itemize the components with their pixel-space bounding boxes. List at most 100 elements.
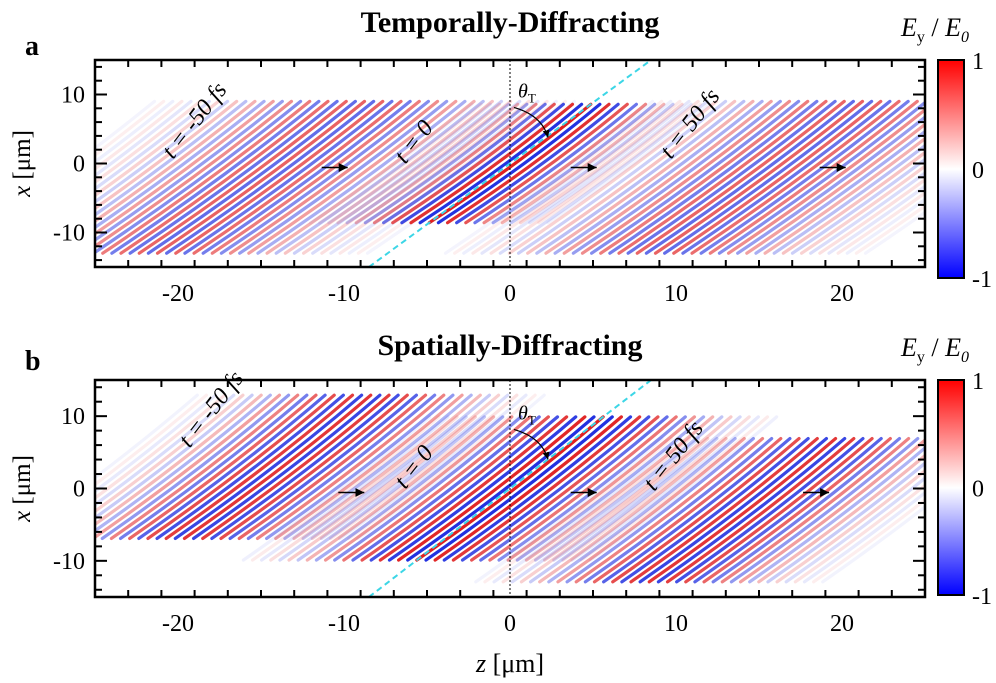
colorbar-tick-label: 0 (972, 158, 984, 184)
fringe (311, 99, 522, 255)
fringe (480, 99, 691, 255)
fringe (562, 99, 773, 255)
fringe (588, 415, 779, 562)
fringe (802, 490, 925, 584)
fringe (516, 99, 728, 255)
fringe (471, 99, 682, 255)
y-tick-label: -10 (53, 221, 85, 247)
pulse-0 (95, 99, 577, 255)
fringe (592, 436, 783, 584)
fringe (708, 99, 919, 255)
fringe (462, 99, 673, 255)
fringe (265, 393, 455, 541)
fringe (382, 102, 547, 225)
fringe (95, 99, 184, 171)
fringe (397, 415, 587, 562)
fringe (552, 415, 742, 562)
fringe (237, 393, 428, 541)
fringe (763, 136, 925, 255)
fringe (507, 99, 718, 255)
fringe (301, 393, 492, 541)
fringe (247, 99, 458, 255)
fringe (406, 415, 596, 562)
fringe (653, 99, 865, 255)
fringe (319, 393, 510, 541)
fringe (415, 415, 605, 562)
y-tick-label: 10 (61, 404, 85, 430)
fringe (192, 393, 382, 541)
panel-title: Spatially-Diffracting (378, 329, 643, 362)
fringe (323, 415, 514, 562)
x-tick-label: 10 (664, 281, 688, 307)
fringe (95, 99, 230, 204)
colorbar-title: Ey / E0 (900, 13, 969, 46)
fringe (338, 393, 528, 541)
fringe (501, 436, 692, 584)
fringe (409, 102, 575, 225)
fringe (95, 393, 227, 500)
fringe (95, 99, 239, 211)
fringe (442, 415, 633, 562)
fringe (283, 393, 473, 541)
fringe (553, 99, 764, 255)
fringe (137, 99, 348, 255)
fringe (192, 99, 403, 255)
fringe (292, 99, 504, 255)
field-map (95, 99, 925, 255)
colorbar-tick-label: 1 (972, 369, 984, 395)
fringe (460, 415, 651, 562)
x-axis-label: z [μm] (475, 649, 544, 678)
y-tick-label: 0 (73, 477, 85, 503)
fringe (635, 99, 846, 255)
angle-arc (513, 106, 550, 138)
fringe (274, 393, 464, 541)
fringe (748, 445, 925, 584)
fringe (681, 99, 892, 255)
fringe (570, 415, 760, 562)
fringe (95, 99, 248, 217)
y-tick-label: 0 (73, 152, 85, 178)
colorbar-tick-label: -1 (972, 267, 992, 293)
pulse-0 (95, 393, 546, 541)
field-map (95, 393, 925, 584)
fringe (784, 476, 925, 584)
colorbar-tick-label: 1 (972, 49, 984, 75)
fringe (314, 415, 505, 562)
fringe (433, 415, 623, 562)
fringe (543, 415, 733, 562)
fringe (418, 102, 584, 225)
fringe (109, 393, 300, 541)
fringe (675, 436, 865, 584)
fringe (766, 461, 925, 584)
fringe (793, 483, 925, 584)
fringe (470, 415, 660, 562)
fringe (255, 393, 446, 541)
fringe (95, 99, 257, 224)
fringe (515, 415, 706, 562)
pulse-1 (241, 415, 779, 562)
fringe (533, 415, 724, 562)
fringe (95, 99, 166, 158)
fringe (451, 415, 642, 562)
fringe (95, 393, 272, 533)
fringe (506, 415, 697, 562)
fringe (95, 393, 236, 507)
fringe (174, 99, 385, 255)
fringe (827, 184, 925, 255)
fringe (556, 436, 746, 584)
fringe (617, 99, 828, 255)
fringe (310, 393, 501, 541)
fringe (464, 102, 629, 225)
fringe (574, 436, 765, 584)
fringe (672, 99, 883, 255)
fringe (546, 102, 711, 225)
fringe (100, 393, 291, 541)
fringe (620, 436, 810, 584)
fringe (772, 143, 925, 255)
fringe (579, 415, 770, 562)
fringe (544, 99, 755, 255)
fringe (164, 393, 355, 541)
fringe (599, 99, 810, 255)
fringe (95, 99, 294, 249)
